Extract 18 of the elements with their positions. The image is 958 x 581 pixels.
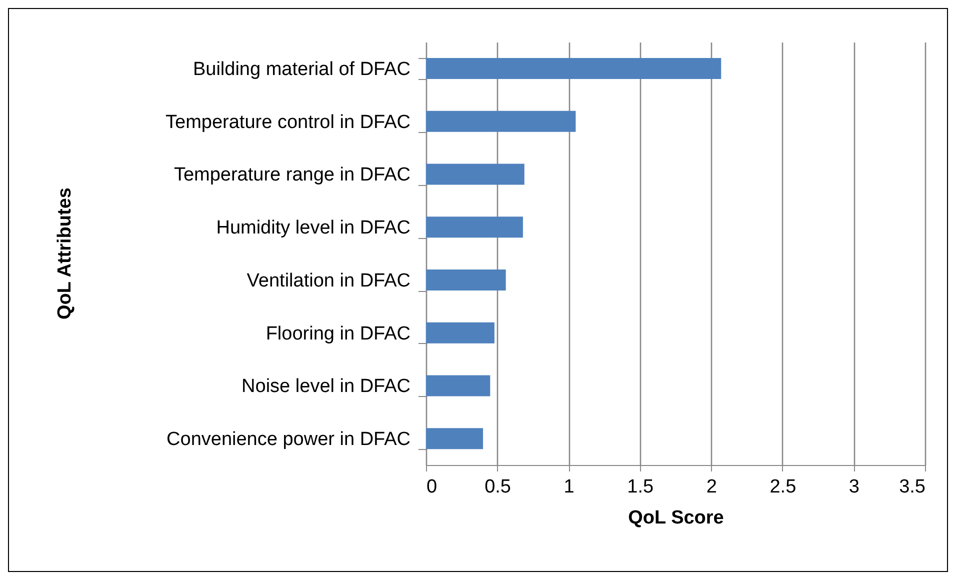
y-tick-label: Flooring in DFAC	[266, 323, 410, 344]
y-tick-label: Ventilation in DFAC	[246, 270, 410, 292]
x-tick-label: 0	[426, 476, 438, 498]
y-tick-label: Temperature control in DFAC	[166, 112, 410, 133]
x-tick-label: 2	[706, 476, 717, 498]
x-tick-label: 2.5	[770, 476, 796, 498]
x-tick-label: 3	[848, 476, 860, 498]
y-tick-label: Humidity level in DFAC	[216, 218, 410, 239]
x-tick-label: 3.5	[899, 476, 926, 498]
y-tick-label: Noise level in DFAC	[242, 376, 410, 398]
y-tick-label: Temperature range in DFAC	[174, 164, 410, 186]
y-tick-label: Convenience power in DFAC	[166, 429, 410, 450]
x-tick-label: 1	[564, 476, 574, 498]
y-axis-title: QoL Attributes	[54, 188, 76, 320]
y-tick-label: Building material of DFAC	[192, 58, 410, 80]
x-axis-title: QoL Score	[628, 508, 724, 528]
x-tick-label: 1.5	[627, 476, 654, 498]
x-tick-label: 0.5	[484, 476, 511, 498]
